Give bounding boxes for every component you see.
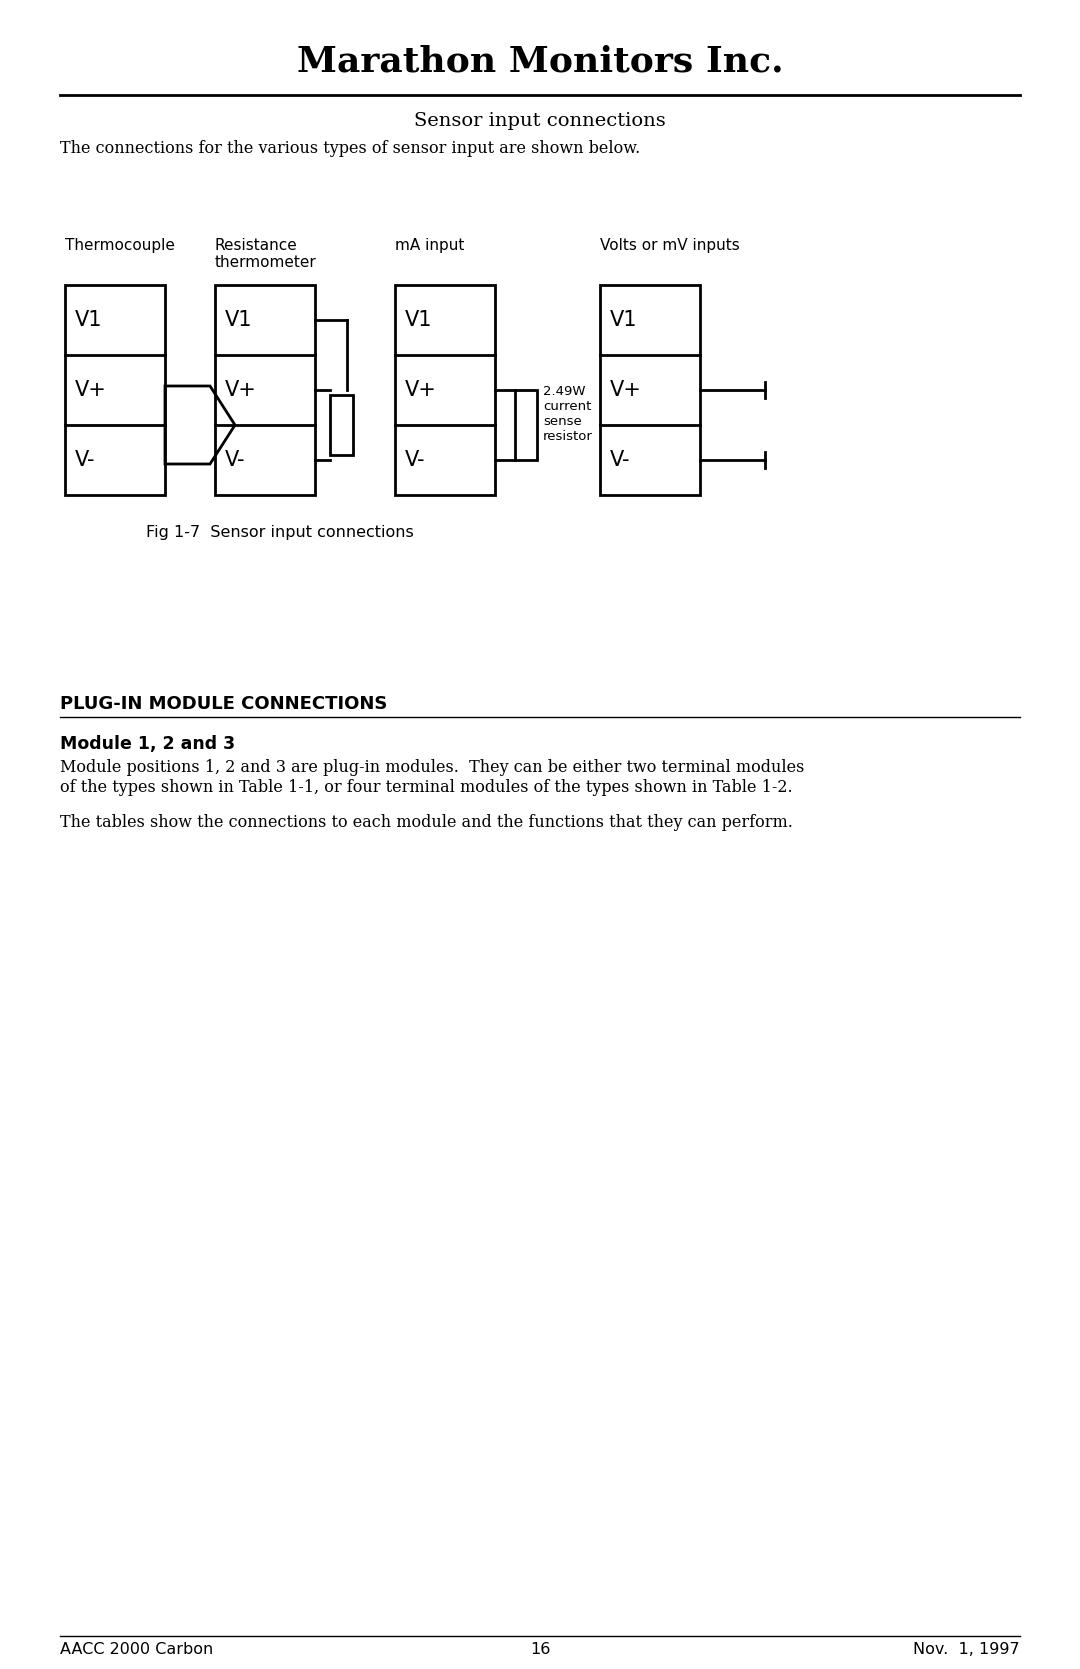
Text: V+: V+ xyxy=(75,381,107,401)
Text: Fig 1-7  Sensor input connections: Fig 1-7 Sensor input connections xyxy=(146,526,414,541)
Text: V-: V- xyxy=(610,451,631,471)
Polygon shape xyxy=(330,396,353,456)
Text: V+: V+ xyxy=(225,381,257,401)
Text: Nov.  1, 1997: Nov. 1, 1997 xyxy=(914,1642,1020,1657)
Text: Thermocouple: Thermocouple xyxy=(65,239,175,254)
Text: V-: V- xyxy=(225,451,245,471)
Text: V1: V1 xyxy=(405,310,432,330)
Polygon shape xyxy=(515,391,537,461)
Text: V1: V1 xyxy=(225,310,253,330)
Text: Sensor input connections: Sensor input connections xyxy=(414,112,666,130)
Text: V-: V- xyxy=(405,451,426,471)
Text: Volts or mV inputs: Volts or mV inputs xyxy=(600,239,740,254)
Text: V+: V+ xyxy=(405,381,437,401)
Text: 2.49W
current
sense
resistor: 2.49W current sense resistor xyxy=(543,386,593,442)
Text: Marathon Monitors Inc.: Marathon Monitors Inc. xyxy=(297,45,783,78)
Text: The tables show the connections to each module and the functions that they can p: The tables show the connections to each … xyxy=(60,814,793,831)
Text: AACC 2000 Carbon: AACC 2000 Carbon xyxy=(60,1642,213,1657)
Text: PLUG-IN MODULE CONNECTIONS: PLUG-IN MODULE CONNECTIONS xyxy=(60,694,388,713)
Text: V-: V- xyxy=(75,451,95,471)
Text: 16: 16 xyxy=(530,1642,550,1657)
Text: V1: V1 xyxy=(75,310,103,330)
Text: Module positions 1, 2 and 3 are plug-in modules.  They can be either two termina: Module positions 1, 2 and 3 are plug-in … xyxy=(60,759,805,776)
Text: The connections for the various types of sensor input are shown below.: The connections for the various types of… xyxy=(60,140,640,157)
Text: V1: V1 xyxy=(610,310,637,330)
Text: V+: V+ xyxy=(610,381,642,401)
Text: Resistance
thermometer: Resistance thermometer xyxy=(215,239,316,270)
Text: mA input: mA input xyxy=(395,239,464,254)
Text: of the types shown in Table 1-1, or four terminal modules of the types shown in : of the types shown in Table 1-1, or four… xyxy=(60,779,793,796)
Text: Module 1, 2 and 3: Module 1, 2 and 3 xyxy=(60,734,235,753)
